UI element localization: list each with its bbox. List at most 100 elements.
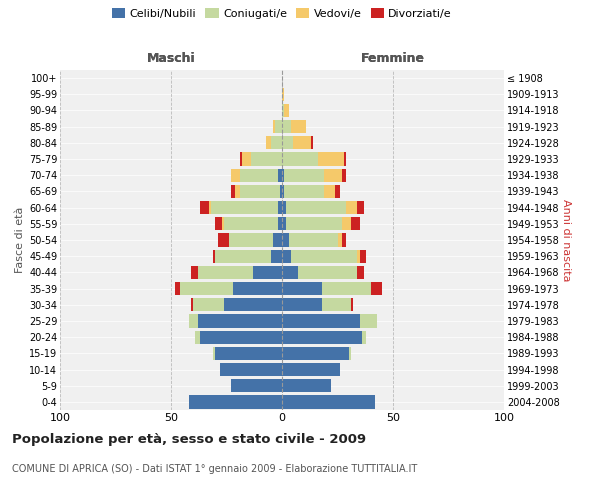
Bar	[282, 168, 284, 182]
Bar	[213, 250, 215, 263]
Bar	[282, 185, 284, 198]
Bar	[273, 234, 282, 246]
Bar	[284, 168, 324, 182]
Bar	[282, 234, 289, 246]
Bar	[266, 136, 271, 149]
Bar	[335, 185, 340, 198]
Bar	[235, 185, 240, 198]
Bar	[280, 185, 282, 198]
Bar	[231, 379, 282, 392]
Bar	[240, 185, 280, 198]
Bar	[322, 298, 351, 312]
Bar	[278, 201, 282, 214]
Bar	[322, 282, 371, 295]
Bar	[275, 120, 282, 134]
Bar	[289, 234, 337, 246]
Bar	[291, 120, 307, 134]
Bar	[346, 201, 358, 214]
Bar	[191, 298, 193, 312]
Bar	[200, 330, 282, 344]
Bar	[282, 104, 284, 117]
Bar	[282, 396, 375, 408]
Bar	[282, 330, 362, 344]
Bar	[273, 120, 275, 134]
Bar	[351, 298, 353, 312]
Bar	[282, 346, 349, 360]
Bar	[337, 234, 342, 246]
Bar	[282, 136, 293, 149]
Text: Popolazione per età, sesso e stato civile - 2009: Popolazione per età, sesso e stato civil…	[12, 432, 366, 446]
Bar	[215, 346, 282, 360]
Bar	[193, 298, 224, 312]
Bar	[358, 250, 360, 263]
Text: Femmine: Femmine	[361, 52, 425, 65]
Bar	[200, 201, 209, 214]
Text: Maschi: Maschi	[146, 52, 196, 65]
Bar	[215, 217, 222, 230]
Bar	[282, 282, 322, 295]
Bar	[282, 379, 331, 392]
Bar	[251, 152, 282, 166]
Text: COMUNE DI APRICA (SO) - Dati ISTAT 1° gennaio 2009 - Elaborazione TUTTITALIA.IT: COMUNE DI APRICA (SO) - Dati ISTAT 1° ge…	[12, 464, 417, 474]
Bar	[215, 250, 271, 263]
Bar	[278, 217, 282, 230]
Bar	[209, 201, 211, 214]
Bar	[180, 282, 233, 295]
Bar	[344, 152, 346, 166]
Bar	[342, 234, 346, 246]
Text: Femmine: Femmine	[361, 52, 425, 65]
Bar	[282, 88, 284, 101]
Bar	[286, 201, 346, 214]
Bar	[371, 282, 382, 295]
Legend: Celibi/Nubili, Coniugati/e, Vedovi/e, Divorziati/e: Celibi/Nubili, Coniugati/e, Vedovi/e, Di…	[112, 8, 452, 19]
Bar	[360, 314, 377, 328]
Bar	[351, 217, 360, 230]
Bar	[233, 282, 282, 295]
Bar	[189, 396, 282, 408]
Bar	[197, 314, 282, 328]
Bar	[282, 152, 317, 166]
Bar	[342, 217, 351, 230]
Bar	[211, 201, 278, 214]
Text: Maschi: Maschi	[146, 52, 196, 65]
Bar	[278, 168, 282, 182]
Bar	[286, 217, 342, 230]
Bar	[324, 185, 335, 198]
Bar	[324, 168, 342, 182]
Bar	[271, 250, 282, 263]
Bar	[282, 217, 286, 230]
Bar	[220, 363, 282, 376]
Bar	[189, 314, 197, 328]
Bar	[224, 298, 282, 312]
Bar	[282, 363, 340, 376]
Bar	[282, 120, 291, 134]
Bar	[358, 201, 364, 214]
Bar	[224, 217, 278, 230]
Bar	[342, 168, 346, 182]
Bar	[358, 266, 364, 279]
Bar	[271, 136, 282, 149]
Bar	[291, 250, 358, 263]
Bar	[229, 234, 273, 246]
Bar	[362, 330, 367, 344]
Bar	[298, 266, 358, 279]
Bar	[240, 168, 278, 182]
Bar	[317, 152, 344, 166]
Bar	[284, 104, 289, 117]
Y-axis label: Anni di nascita: Anni di nascita	[560, 198, 571, 281]
Bar	[282, 314, 360, 328]
Bar	[284, 185, 324, 198]
Bar	[293, 136, 311, 149]
Bar	[311, 136, 313, 149]
Bar	[242, 152, 251, 166]
Bar	[360, 250, 367, 263]
Y-axis label: Fasce di età: Fasce di età	[14, 207, 25, 273]
Bar	[282, 298, 322, 312]
Bar	[191, 266, 197, 279]
Bar	[240, 152, 242, 166]
Bar	[282, 266, 298, 279]
Bar	[231, 185, 235, 198]
Bar	[349, 346, 351, 360]
Bar	[175, 282, 180, 295]
Bar	[218, 234, 229, 246]
